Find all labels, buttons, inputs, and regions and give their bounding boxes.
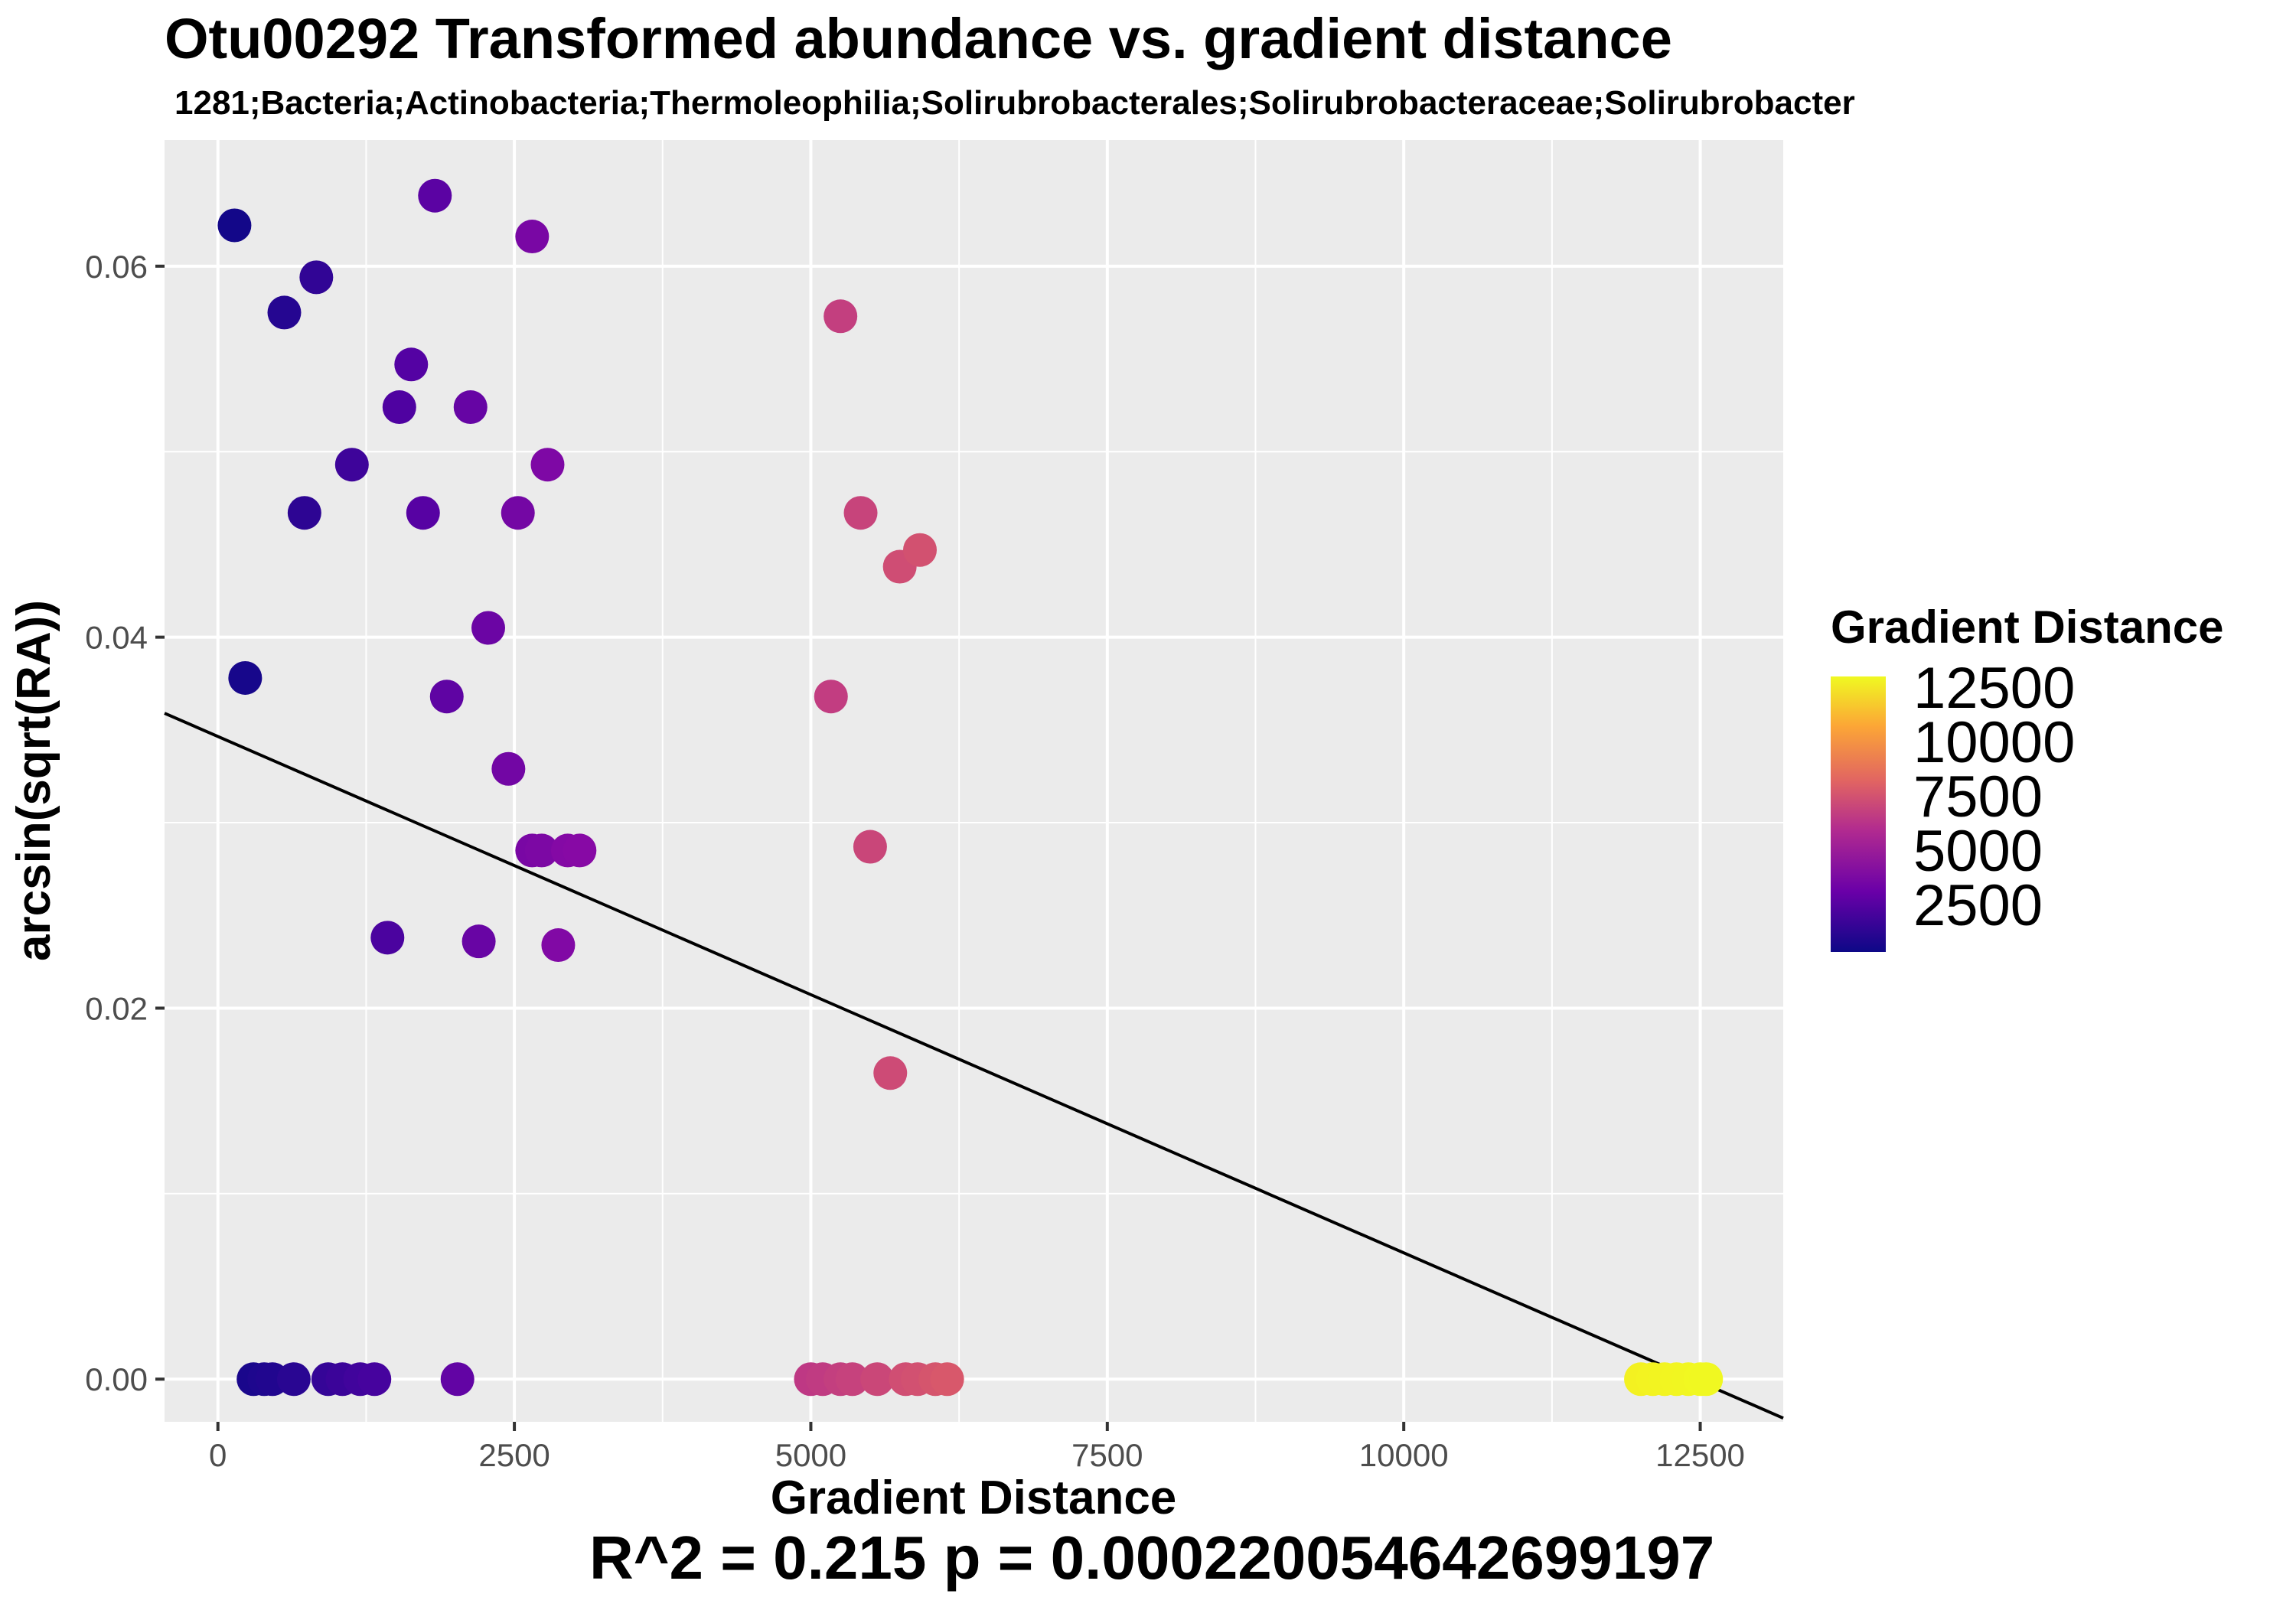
x-tick-label: 0 xyxy=(209,1437,227,1473)
y-axis-title: arcsin(sqrt(RA)) xyxy=(8,600,60,961)
major-gridlines xyxy=(165,140,1783,1422)
data-point xyxy=(429,680,464,714)
y-tick-label: 0.00 xyxy=(85,1361,148,1397)
data-point xyxy=(357,1362,392,1397)
data-point xyxy=(299,260,334,295)
data-point xyxy=(1689,1362,1724,1397)
data-point xyxy=(394,347,429,382)
data-point xyxy=(228,660,263,695)
data-point xyxy=(382,390,416,425)
data-point xyxy=(835,1362,869,1397)
x-tick-label: 7500 xyxy=(1071,1437,1143,1473)
legend-label: 7500 xyxy=(1913,764,2043,830)
y-axis: 0.00 0.02 0.04 0.06 xyxy=(85,249,165,1397)
legend-title: Gradient Distance xyxy=(1831,601,2224,653)
data-point xyxy=(524,833,559,868)
y-tick-label: 0.04 xyxy=(85,620,148,656)
data-point xyxy=(461,924,496,959)
data-point xyxy=(287,496,321,530)
data-point xyxy=(267,295,302,330)
legend-label: 5000 xyxy=(1913,819,2043,884)
minor-gridlines xyxy=(165,140,1783,1422)
chart-subtitle: 1281;Bacteria;Actinobacteria;Thermoleoph… xyxy=(174,84,1855,122)
x-tick-label: 10000 xyxy=(1359,1437,1449,1473)
data-point xyxy=(501,496,535,530)
data-point xyxy=(453,390,488,425)
data-point xyxy=(276,1362,311,1397)
plot-panel xyxy=(165,140,1783,1422)
data-point xyxy=(370,921,405,955)
data-point xyxy=(217,208,252,243)
x-axis-title: Gradient Distance xyxy=(771,1472,1177,1524)
data-point xyxy=(491,751,526,786)
data-point xyxy=(930,1362,964,1397)
x-tick-label: 12500 xyxy=(1655,1437,1745,1473)
data-point xyxy=(853,830,887,864)
points-layer xyxy=(217,178,1724,1397)
data-point xyxy=(903,533,937,567)
stats-annotation: R^2 = 0.215 p = 0.000220054642699197 xyxy=(589,1524,1715,1592)
data-point xyxy=(515,220,550,254)
data-point xyxy=(471,611,505,645)
x-tick-label: 2500 xyxy=(478,1437,550,1473)
legend-label: 12500 xyxy=(1913,656,2076,721)
regression-line xyxy=(164,712,1784,1420)
regression-layer xyxy=(164,712,1784,1420)
data-point xyxy=(440,1362,475,1397)
data-point xyxy=(860,1362,895,1397)
data-point xyxy=(814,680,848,714)
x-axis: 0 2500 5000 7500 10000 12500 xyxy=(209,1422,1745,1473)
data-point xyxy=(334,448,369,482)
data-point xyxy=(843,496,878,530)
data-point xyxy=(530,448,565,482)
legend-colorbar xyxy=(1831,676,1886,952)
legend-label: 10000 xyxy=(1913,710,2076,775)
data-point xyxy=(823,299,858,334)
y-tick-label: 0.02 xyxy=(85,990,148,1026)
data-point xyxy=(541,928,576,963)
data-point xyxy=(873,1056,908,1090)
legend-label: 2500 xyxy=(1913,873,2043,938)
chart-title: Otu00292 Transformed abundance vs. gradi… xyxy=(165,7,1672,70)
y-tick-label: 0.06 xyxy=(85,249,148,285)
data-point xyxy=(406,496,440,530)
data-point xyxy=(418,178,452,213)
data-point xyxy=(563,833,597,868)
x-tick-label: 5000 xyxy=(775,1437,846,1473)
